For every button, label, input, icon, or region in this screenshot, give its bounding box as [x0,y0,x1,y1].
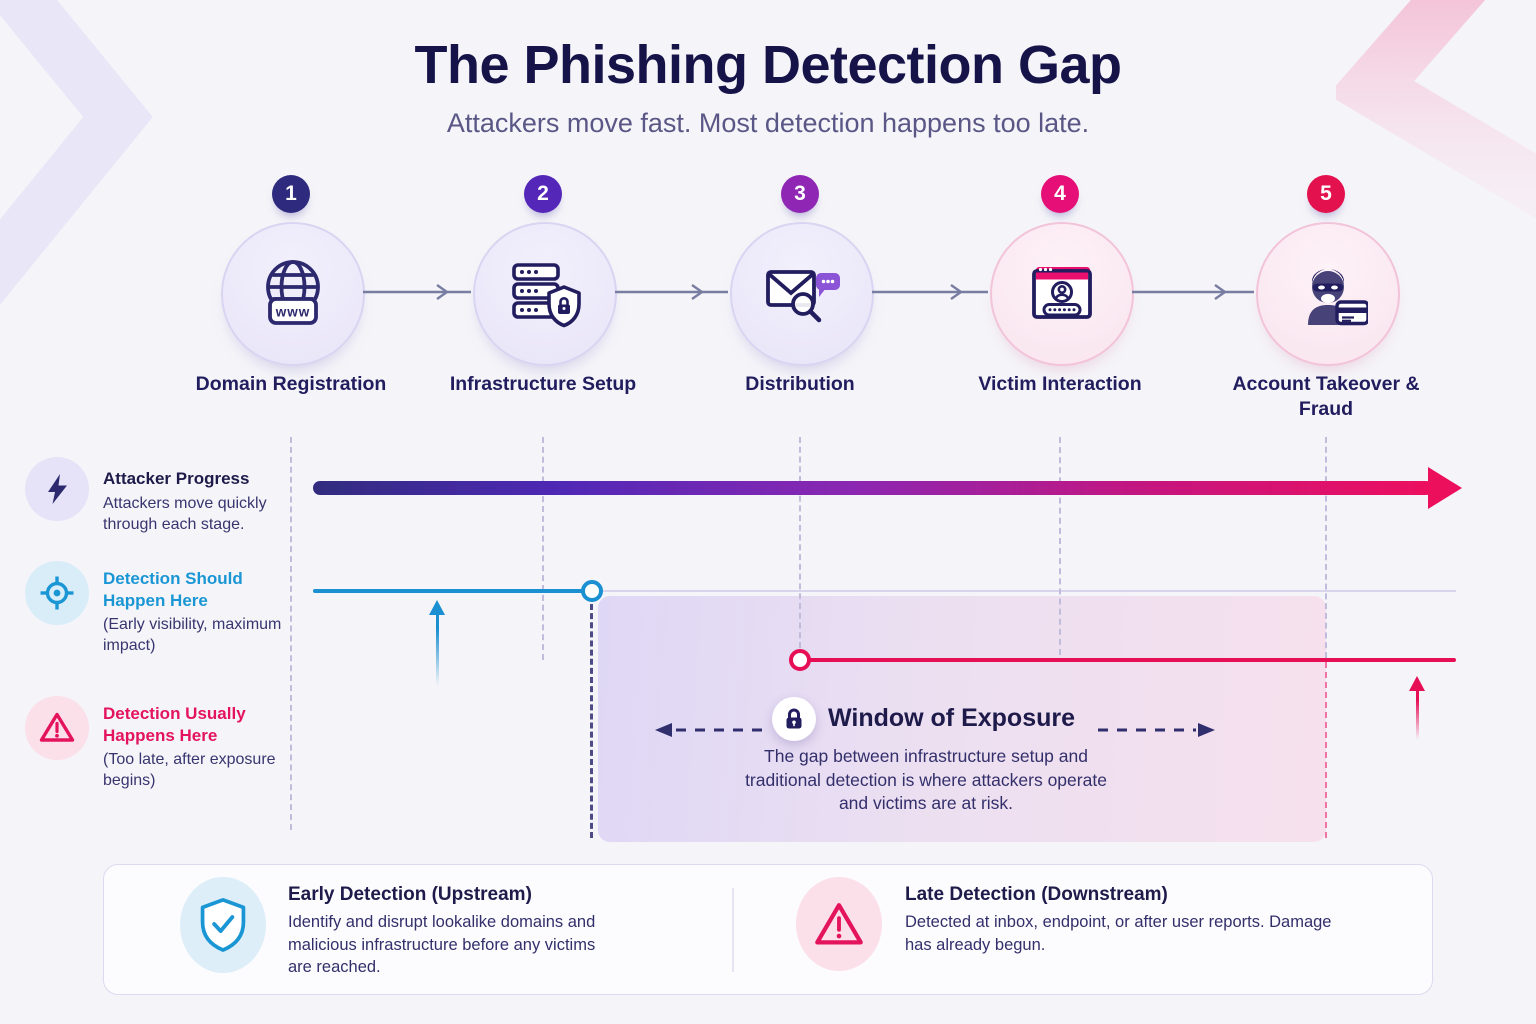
stage-connector-arrow-4 [1132,284,1254,300]
shield-check-icon [200,898,246,952]
globe-www-icon: www [266,260,320,325]
stage-circle-victim-interaction [990,222,1134,366]
stage-connector-arrow-1 [363,284,471,300]
attacker-progress-badge [25,457,89,521]
stage-badge-3: 3 [781,175,819,213]
attacker-progress-bar [313,481,1433,495]
chevron-decoration-right [1336,0,1536,219]
stage-label-victim-interaction: Victim Interaction [978,373,1142,395]
legend-title-attacker-progress: Attacker Progress [103,469,250,488]
early-detection-description: Identify and disrupt lookalike domains a… [288,913,596,976]
legend-description-detection-usually: (Too late, after exposure begins) [103,751,276,789]
lightning-icon [48,474,67,504]
warning-triangle-icon [815,903,863,945]
stage-label-domain-registration: Domain Registration [195,373,387,395]
page-title: The Phishing Detection Gap [414,35,1122,95]
attacker-progress-legend: Attacker Progress Attackers move quickly… [103,468,285,535]
guide-line-stage-5 [1324,437,1327,658]
email-magnifier-icon [766,270,840,323]
stage-label-distribution: Distribution [745,373,855,395]
detection-early-line [313,589,583,593]
detection-early-pointer-stem [435,614,439,686]
late-detection-title: Late Detection (Downstream) [905,884,1168,905]
stage-connector-arrow-2 [615,284,728,300]
guide-line-stage-1 [289,437,292,830]
lock-badge [772,697,816,741]
stage-circle-account-takeover [1256,222,1400,366]
stage-label-account-takeover: Account Takeover & Fraud [1232,373,1420,420]
browser-login-icon [1032,267,1092,319]
stage-label-infrastructure-setup: Infrastructure Setup [449,373,637,395]
stage-badge-2: 2 [524,175,562,213]
chevron-decoration-left [0,0,153,305]
detection-late-startpoint [789,649,811,671]
detection-early-pointer-arrowhead [429,600,445,615]
detection-early-endpoint [581,580,603,602]
fraudster-card-icon [1308,269,1368,326]
detection-should-legend: Detection Should Happen Here (Early visi… [103,568,285,656]
guide-line-stage-2 [541,437,544,660]
stage-circle-domain-registration: www [221,222,365,366]
detection-should-badge [25,561,89,625]
detection-late-line [809,658,1456,662]
exposure-extent-arrow-right [1098,723,1215,737]
early-detection-badge [180,877,266,973]
guide-line-stage-4 [1058,437,1061,655]
stage-circle-distribution [730,222,874,366]
guide-line-stage-5-exposure [1324,662,1327,838]
detection-usually-legend: Detection Usually Happens Here (Too late… [103,703,285,791]
stage-badge-1: 1 [272,175,310,213]
footer-divider [732,888,734,972]
legend-description-attacker-progress: Attackers move quickly through each stag… [103,494,267,533]
legend-description-detection-should: (Early visibility, maximum impact) [103,616,282,654]
exposure-start-dashed-edge [590,604,593,838]
late-detection-badge [796,877,882,971]
stage-badge-4: 4 [1041,175,1079,213]
detection-early-faint-line [603,590,1456,592]
detection-usually-badge [25,696,89,760]
stage-connector-arrow-3 [872,284,988,300]
exposure-description: The gap between infrastructure setup and… [745,746,1107,813]
target-icon [40,576,74,610]
late-detection-panel: Late Detection (Downstream) Detected at … [905,884,1355,956]
legend-title-detection-usually: Detection Usually Happens Here [103,704,246,745]
stage-badge-5: 5 [1307,175,1345,213]
detection-late-pointer-arrowhead [1409,676,1425,691]
warning-triangle-icon [39,712,75,742]
exposure-extent-arrow-left [655,723,762,737]
stage-circle-infrastructure-setup [473,222,617,366]
lock-icon [786,708,802,729]
late-detection-description: Detected at inbox, endpoint, or after us… [905,913,1332,954]
guide-line-stage-3 [798,437,801,648]
exposure-title: Window of Exposure [828,704,1075,732]
detection-late-pointer-stem [1415,690,1419,740]
page-subtitle: Attackers move fast. Most detection happ… [446,108,1090,138]
footer-card [103,864,1433,995]
server-shield-icon [512,263,581,328]
window-of-exposure-region [598,596,1326,842]
early-detection-title: Early Detection (Upstream) [288,884,532,905]
legend-title-detection-should: Detection Should Happen Here [103,569,243,610]
early-detection-panel: Early Detection (Upstream) Identify and … [288,884,633,979]
svg-text:www: www [275,305,311,320]
attacker-progress-arrowhead [1428,467,1462,509]
